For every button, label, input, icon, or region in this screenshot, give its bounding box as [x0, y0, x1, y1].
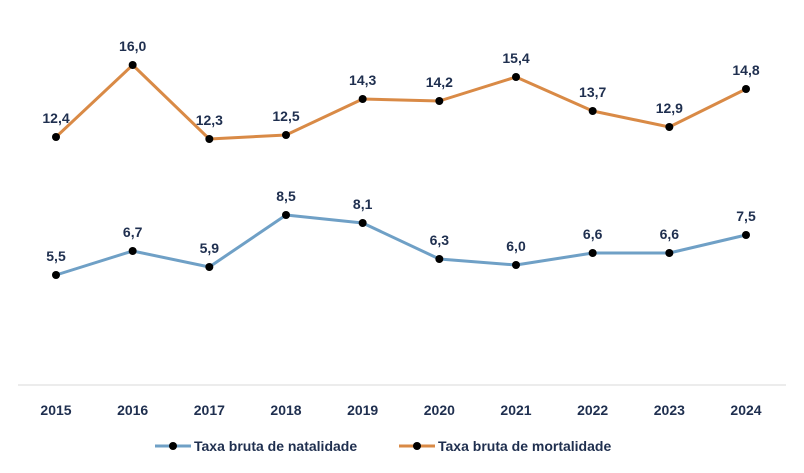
x-tick-label-2019: 2019: [347, 402, 378, 418]
data-label-mortalidade-2017: 12,3: [196, 112, 223, 128]
point-natalidade-2022: [588, 249, 597, 257]
point-mortalidade-2022: [588, 107, 597, 115]
point-natalidade-2019: [358, 219, 367, 227]
data-label-natalidade-2018: 8,5: [276, 188, 296, 204]
point-mortalidade-2019: [358, 95, 367, 103]
point-natalidade-2023: [665, 249, 674, 257]
point-mortalidade-2017: [205, 135, 214, 143]
legend-marker-natalidade: [169, 442, 177, 450]
point-mortalidade-2015: [52, 133, 60, 141]
data-label-natalidade-2015: 5,5: [46, 248, 66, 264]
data-label-mortalidade-2021: 15,4: [502, 50, 529, 66]
x-tick-label-2017: 2017: [194, 402, 225, 418]
data-label-natalidade-2016: 6,7: [123, 224, 143, 240]
x-tick-label-2015: 2015: [40, 402, 71, 418]
x-tick-label-2022: 2022: [577, 402, 608, 418]
x-tick-label-2016: 2016: [117, 402, 148, 418]
point-mortalidade-2016: [128, 61, 137, 69]
data-label-mortalidade-2016: 16,0: [119, 38, 146, 54]
x-tick-label-2021: 2021: [500, 402, 531, 418]
point-natalidade-2015: [52, 271, 60, 279]
data-label-mortalidade-2015: 12,4: [42, 110, 69, 126]
legend-label-mortalidade: Taxa bruta de mortalidade: [438, 438, 611, 454]
point-mortalidade-2020: [435, 97, 444, 105]
point-natalidade-2016: [128, 247, 137, 255]
legend-label-natalidade: Taxa bruta de natalidade: [194, 438, 357, 454]
x-tick-label-2018: 2018: [270, 402, 301, 418]
data-labels: 5,5 6,7 5,9 8,5 8,1 6,3 6,0 6,6 6,6 7,5 12,4 16,0 12…: [42, 38, 759, 264]
data-label-natalidade-2022: 6,6: [583, 226, 603, 242]
x-tick-label-2020: 2020: [424, 402, 455, 418]
data-label-natalidade-2017: 5,9: [200, 240, 220, 256]
data-label-natalidade-2023: 6,6: [660, 226, 680, 242]
x-tick-label-2023: 2023: [654, 402, 685, 418]
point-mortalidade-2021: [512, 73, 520, 81]
series-line-mortalidade: [54, 63, 748, 141]
point-mortalidade-2023: [665, 123, 674, 131]
data-label-mortalidade-2019: 14,3: [349, 72, 376, 88]
data-label-natalidade-2024: 7,5: [736, 208, 756, 224]
point-natalidade-2021: [512, 261, 520, 269]
x-tick-label-2024: 2024: [730, 402, 761, 418]
series-lines: [54, 63, 748, 277]
point-natalidade-2018: [282, 211, 290, 219]
data-label-mortalidade-2024: 14,8: [732, 62, 759, 78]
legend-marker-mortalidade: [413, 442, 421, 450]
data-points: [52, 61, 750, 279]
x-axis-ticks: 2015 2016 2017 2018 2019 2020 2021 2022 2023 2024: [40, 402, 761, 418]
data-label-natalidade-2021: 6,0: [506, 238, 526, 254]
legend: Taxa bruta de natalidade Taxa bruta de mo…: [155, 438, 611, 454]
data-label-mortalidade-2020: 14,2: [426, 74, 453, 90]
data-label-mortalidade-2023: 12,9: [656, 100, 683, 116]
data-label-mortalidade-2018: 12,5: [272, 108, 299, 124]
point-natalidade-2020: [435, 255, 444, 263]
series-line-natalidade: [54, 213, 748, 277]
data-label-natalidade-2019: 8,1: [353, 196, 373, 212]
point-natalidade-2024: [742, 231, 750, 239]
data-label-mortalidade-2022: 13,7: [579, 84, 606, 100]
point-mortalidade-2018: [282, 131, 290, 139]
point-mortalidade-2024: [742, 85, 750, 93]
point-natalidade-2017: [205, 263, 214, 271]
data-label-natalidade-2020: 6,3: [430, 232, 450, 248]
